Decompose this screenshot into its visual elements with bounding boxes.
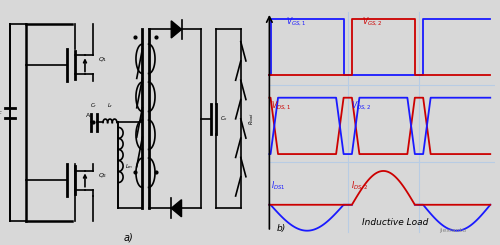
Text: $Q_2$: $Q_2$	[98, 171, 107, 180]
Text: $V_{DS,2}$: $V_{DS,2}$	[352, 100, 372, 112]
Text: $L_r$: $L_r$	[106, 101, 114, 110]
Text: $R_{load}$: $R_{load}$	[247, 112, 256, 125]
Text: $Q_1$: $Q_1$	[98, 56, 107, 64]
Text: $V_{DS,1}$: $V_{DS,1}$	[270, 100, 291, 112]
Text: $C_r$: $C_r$	[90, 101, 97, 110]
Text: jiexiantu: jiexiantu	[438, 228, 466, 233]
Text: $C_o$: $C_o$	[220, 114, 228, 123]
Text: $V_{GS,2}$: $V_{GS,2}$	[362, 15, 382, 28]
Polygon shape	[171, 200, 181, 217]
Text: a): a)	[124, 233, 134, 243]
Text: A: A	[86, 113, 90, 118]
Text: b): b)	[276, 224, 286, 233]
Text: $V_{GS,1}$: $V_{GS,1}$	[286, 15, 306, 28]
Polygon shape	[171, 21, 181, 38]
Text: Inductive Load: Inductive Load	[362, 218, 428, 227]
Text: $C_{o,PFC}$: $C_{o,PFC}$	[0, 109, 2, 117]
Text: $I_{DS,2}$: $I_{DS,2}$	[352, 180, 368, 192]
Text: $L_m$: $L_m$	[125, 162, 133, 171]
Text: $I_{DS1}$: $I_{DS1}$	[270, 180, 285, 192]
